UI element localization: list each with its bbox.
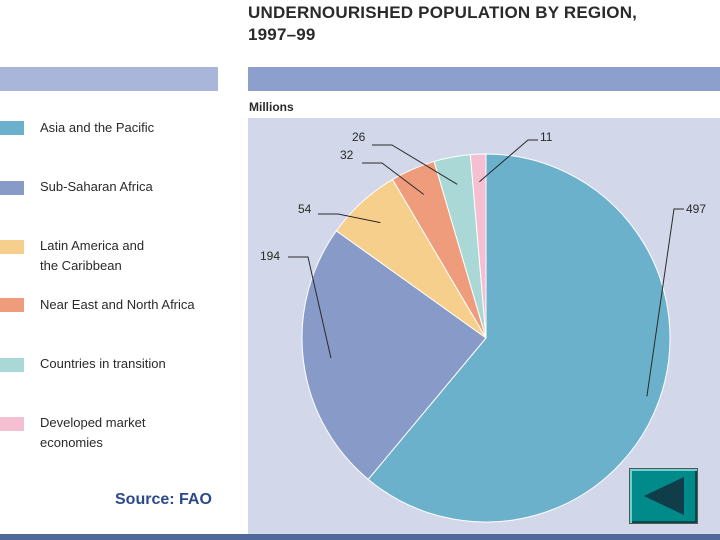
legend-swatch (0, 358, 24, 372)
back-button[interactable] (629, 468, 698, 524)
legend-swatch (0, 240, 24, 254)
leader-line (646, 208, 684, 397)
legend-swatch (0, 181, 24, 195)
legend-header-band (0, 67, 218, 91)
chart-title-line1: UNDERNOURISHED POPULATION BY REGION, (248, 3, 638, 22)
legend-label-line1: Latin America and (40, 238, 145, 253)
bottom-bar (0, 534, 720, 540)
pie-slice-sub-saharan-africa (301, 230, 487, 481)
chart-title: UNDERNOURISHED POPULATION BY REGION, 199… (248, 2, 718, 46)
legend-label-line1: Near East and North Africa (40, 297, 195, 312)
leader-line (362, 162, 425, 195)
leader-line (288, 256, 332, 359)
legend: Asia and the Pacific Sub-Saharan Africa … (0, 0, 230, 470)
legend-swatch (0, 417, 24, 431)
data-label: 26 (352, 130, 366, 144)
data-label: 194 (260, 249, 280, 263)
chart-title-line2: 1997–99 (248, 25, 316, 44)
leader-line (318, 213, 381, 224)
legend-label-line1: Developed market (40, 415, 146, 430)
data-label: 497 (686, 202, 706, 216)
legend-label-line2: economies (40, 435, 103, 450)
legend-label-line1: Sub-Saharan Africa (40, 179, 153, 194)
chart-header-band (248, 67, 720, 91)
source-note: Source: FAO (115, 491, 212, 508)
leader-line (372, 144, 458, 185)
pie-chart: 497 194 54 32 26 11 (260, 130, 706, 523)
legend-label-line1: Asia and the Pacific (40, 120, 155, 135)
legend-label-line1: Countries in transition (40, 356, 166, 371)
triangle-left-icon (644, 477, 684, 515)
unit-label: Millions (249, 100, 294, 114)
leader-line (479, 139, 538, 183)
legend-swatch (0, 298, 24, 312)
legend-swatch (0, 121, 24, 135)
data-label: 54 (298, 202, 312, 216)
legend-label-line2: the Caribbean (40, 258, 122, 273)
pie-slice-asia-pacific (367, 153, 671, 523)
pie-slice-developed (469, 153, 487, 339)
data-label: 11 (540, 130, 553, 144)
data-label: 32 (340, 148, 354, 162)
